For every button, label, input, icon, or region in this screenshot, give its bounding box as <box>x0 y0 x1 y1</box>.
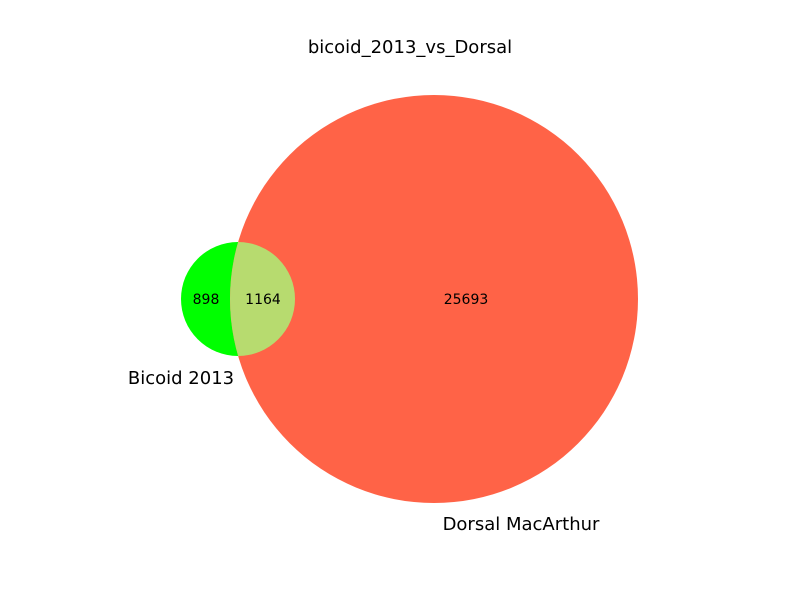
dorsal-set-label: Dorsal MacArthur <box>443 514 600 535</box>
overlap-count: 1164 <box>245 292 281 308</box>
bicoid-only-count: 898 <box>193 292 220 308</box>
bicoid-set-label: Bicoid 2013 <box>128 368 234 389</box>
dorsal-only-count: 25693 <box>444 292 489 308</box>
diagram-title: bicoid_2013_vs_Dorsal <box>308 37 512 58</box>
dorsal-set-circle <box>230 95 638 503</box>
